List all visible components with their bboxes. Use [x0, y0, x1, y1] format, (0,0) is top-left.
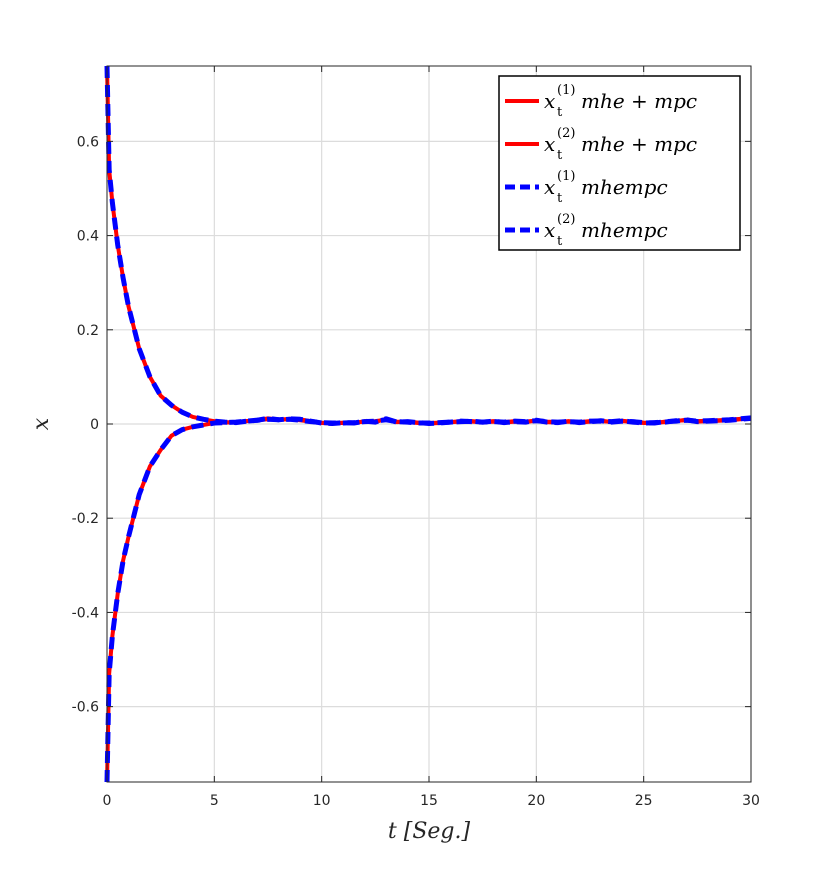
series-group: [104, 65, 752, 783]
legend-label: mhempc: [581, 218, 668, 242]
y-tick-label: -0.6: [72, 700, 99, 716]
y-tick-label: 0: [90, 417, 99, 433]
y-tick-label: 0.4: [77, 229, 99, 245]
legend-symbol: x: [544, 175, 555, 199]
y-axis-label: x: [29, 417, 54, 430]
legend-label: mhempc: [581, 175, 668, 199]
x-tick-label: 10: [313, 793, 331, 809]
y-tick-label: -0.2: [72, 511, 99, 527]
x-tick-label: 5: [210, 793, 219, 809]
x-tick-label: 30: [742, 793, 760, 809]
legend-subscript: t: [557, 105, 563, 120]
legend-box: [498, 75, 741, 251]
legend-symbol: x: [544, 89, 555, 113]
y-tick-label: -0.4: [72, 605, 99, 621]
legend-superscript: (1): [557, 83, 575, 98]
ticks: 0 5 10 15 20 25 30 -0.6 -0.4 -0.2 0 0.2 0.4 0.6: [72, 66, 760, 809]
legend-label: mhe + mpc: [581, 89, 697, 113]
legend-subscript: t: [557, 191, 563, 206]
x-tick-label: 20: [527, 793, 545, 809]
x-tick-label: 25: [635, 793, 653, 809]
legend-superscript: (2): [557, 212, 575, 227]
legend-superscript: (1): [557, 169, 575, 184]
x-tick-label: 0: [103, 793, 112, 809]
legend-symbol: x: [544, 218, 555, 242]
x-axis-label: t [Seg.]: [388, 819, 471, 844]
y-tick-label: 0.2: [77, 323, 99, 339]
x-tick-label: 15: [420, 793, 438, 809]
series-line-4: [104, 415, 752, 783]
legend-label: mhe + mpc: [581, 132, 697, 156]
legend-subscript: t: [557, 234, 563, 249]
legend-symbol: x: [544, 132, 555, 156]
legend-subscript: t: [557, 148, 563, 163]
y-tick-label: 0.6: [77, 134, 99, 150]
legend-superscript: (2): [557, 126, 575, 141]
